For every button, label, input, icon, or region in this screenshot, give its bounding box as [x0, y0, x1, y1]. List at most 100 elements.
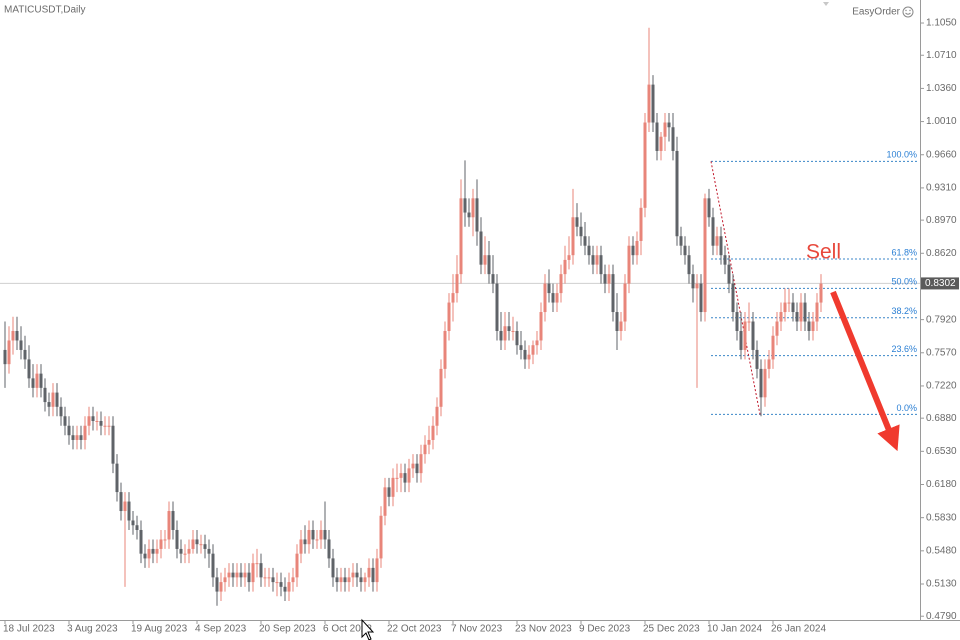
candle-body [547, 283, 551, 294]
x-tick-label: 10 Jan 2024 [707, 624, 762, 635]
candle-body [499, 330, 503, 341]
x-tick-label: 7 Nov 2023 [451, 624, 503, 635]
sell-annotation: Sell [806, 241, 841, 264]
fib-label: 0.0% [896, 403, 917, 413]
smiley-icon [902, 6, 914, 18]
candle-body [75, 435, 79, 440]
candle-body [255, 563, 259, 565]
candle-body [339, 577, 343, 583]
candle-body [211, 553, 215, 578]
y-tick-label: 1.0010 [926, 116, 957, 127]
candle-body [139, 529, 143, 554]
candle-body [59, 406, 63, 417]
candle-body [67, 425, 71, 436]
y-tick-label: 0.7920 [926, 314, 957, 325]
candle-body [155, 548, 159, 554]
candle-body [183, 553, 187, 555]
candle-body [495, 283, 499, 331]
candle-body [475, 198, 479, 232]
candle-body [635, 240, 639, 256]
candle-body [735, 312, 739, 331]
candle-body [223, 577, 227, 583]
candle-body [315, 539, 319, 541]
candle-body [367, 567, 371, 578]
candle-body [791, 302, 795, 313]
fib-label: 38.2% [891, 306, 917, 316]
candle-body [175, 529, 179, 549]
candle-body [515, 330, 519, 346]
x-tick-label: 3 Aug 2023 [67, 624, 118, 635]
candle-body [191, 539, 195, 549]
candle-body [763, 368, 767, 398]
candle-body [39, 373, 43, 388]
candle-body [507, 326, 511, 331]
candle-body [487, 255, 491, 275]
candle-body [535, 340, 539, 346]
candle-body [595, 255, 599, 265]
candle-body [415, 463, 419, 474]
y-tick-label: 0.9660 [926, 149, 957, 160]
candle-body [675, 150, 679, 237]
candle-body [711, 217, 715, 246]
candle-body [263, 577, 267, 579]
candle-body [127, 501, 131, 521]
candle-body [623, 283, 627, 322]
candle-body [227, 572, 231, 578]
candle-body [819, 283, 823, 303]
candle-body [483, 255, 487, 265]
candle-body [203, 544, 207, 549]
brand-label: EasyOrder [852, 7, 900, 18]
current-price-label: 0.8302 [925, 278, 956, 289]
candle-body [143, 553, 147, 559]
candle-body [555, 293, 559, 303]
candle-body [723, 255, 727, 265]
candle-body [343, 577, 347, 583]
candle-body [659, 136, 663, 151]
candle-body [55, 392, 59, 407]
y-tick-label: 0.8970 [926, 215, 957, 226]
candle-body [291, 577, 295, 583]
candle-body [287, 582, 291, 592]
candle-body [787, 302, 791, 304]
current-price-box [921, 277, 959, 290]
candle-body [295, 553, 299, 578]
candle-body [87, 416, 91, 426]
candle-body [431, 425, 435, 440]
candle-body [83, 425, 87, 440]
candle-body [511, 330, 515, 332]
candle-body [207, 548, 211, 554]
candle-body [795, 312, 799, 322]
candle-body [599, 255, 603, 275]
candle-body [719, 236, 723, 256]
candle-body [575, 217, 579, 227]
x-tick-label: 22 Oct 2023 [387, 624, 442, 635]
candle-body [95, 421, 99, 423]
x-tick-label: 23 Nov 2023 [515, 624, 572, 635]
candle-body [243, 572, 247, 578]
x-tick-label: 4 Sep 2023 [195, 624, 247, 635]
candle-body [307, 529, 311, 545]
candle-body [691, 274, 695, 289]
candle-body [47, 402, 51, 407]
candle-body [35, 373, 39, 388]
candle-body [591, 255, 595, 265]
candle-body [627, 245, 631, 284]
candle-body [27, 359, 31, 379]
candle-body [331, 558, 335, 578]
candle-body [167, 511, 171, 540]
candle-body [251, 563, 255, 583]
candle-body [419, 454, 423, 474]
candle-body [779, 312, 783, 322]
candle-body [195, 539, 199, 545]
candle-body [267, 577, 271, 579]
candle-body [491, 274, 495, 284]
candle-body [283, 586, 287, 592]
candle-body [799, 302, 803, 322]
candle-body [399, 473, 403, 478]
x-tick-label: 9 Dec 2023 [579, 624, 631, 635]
candle-body [727, 264, 731, 284]
candle-body [699, 283, 703, 313]
candle-body [275, 582, 279, 584]
